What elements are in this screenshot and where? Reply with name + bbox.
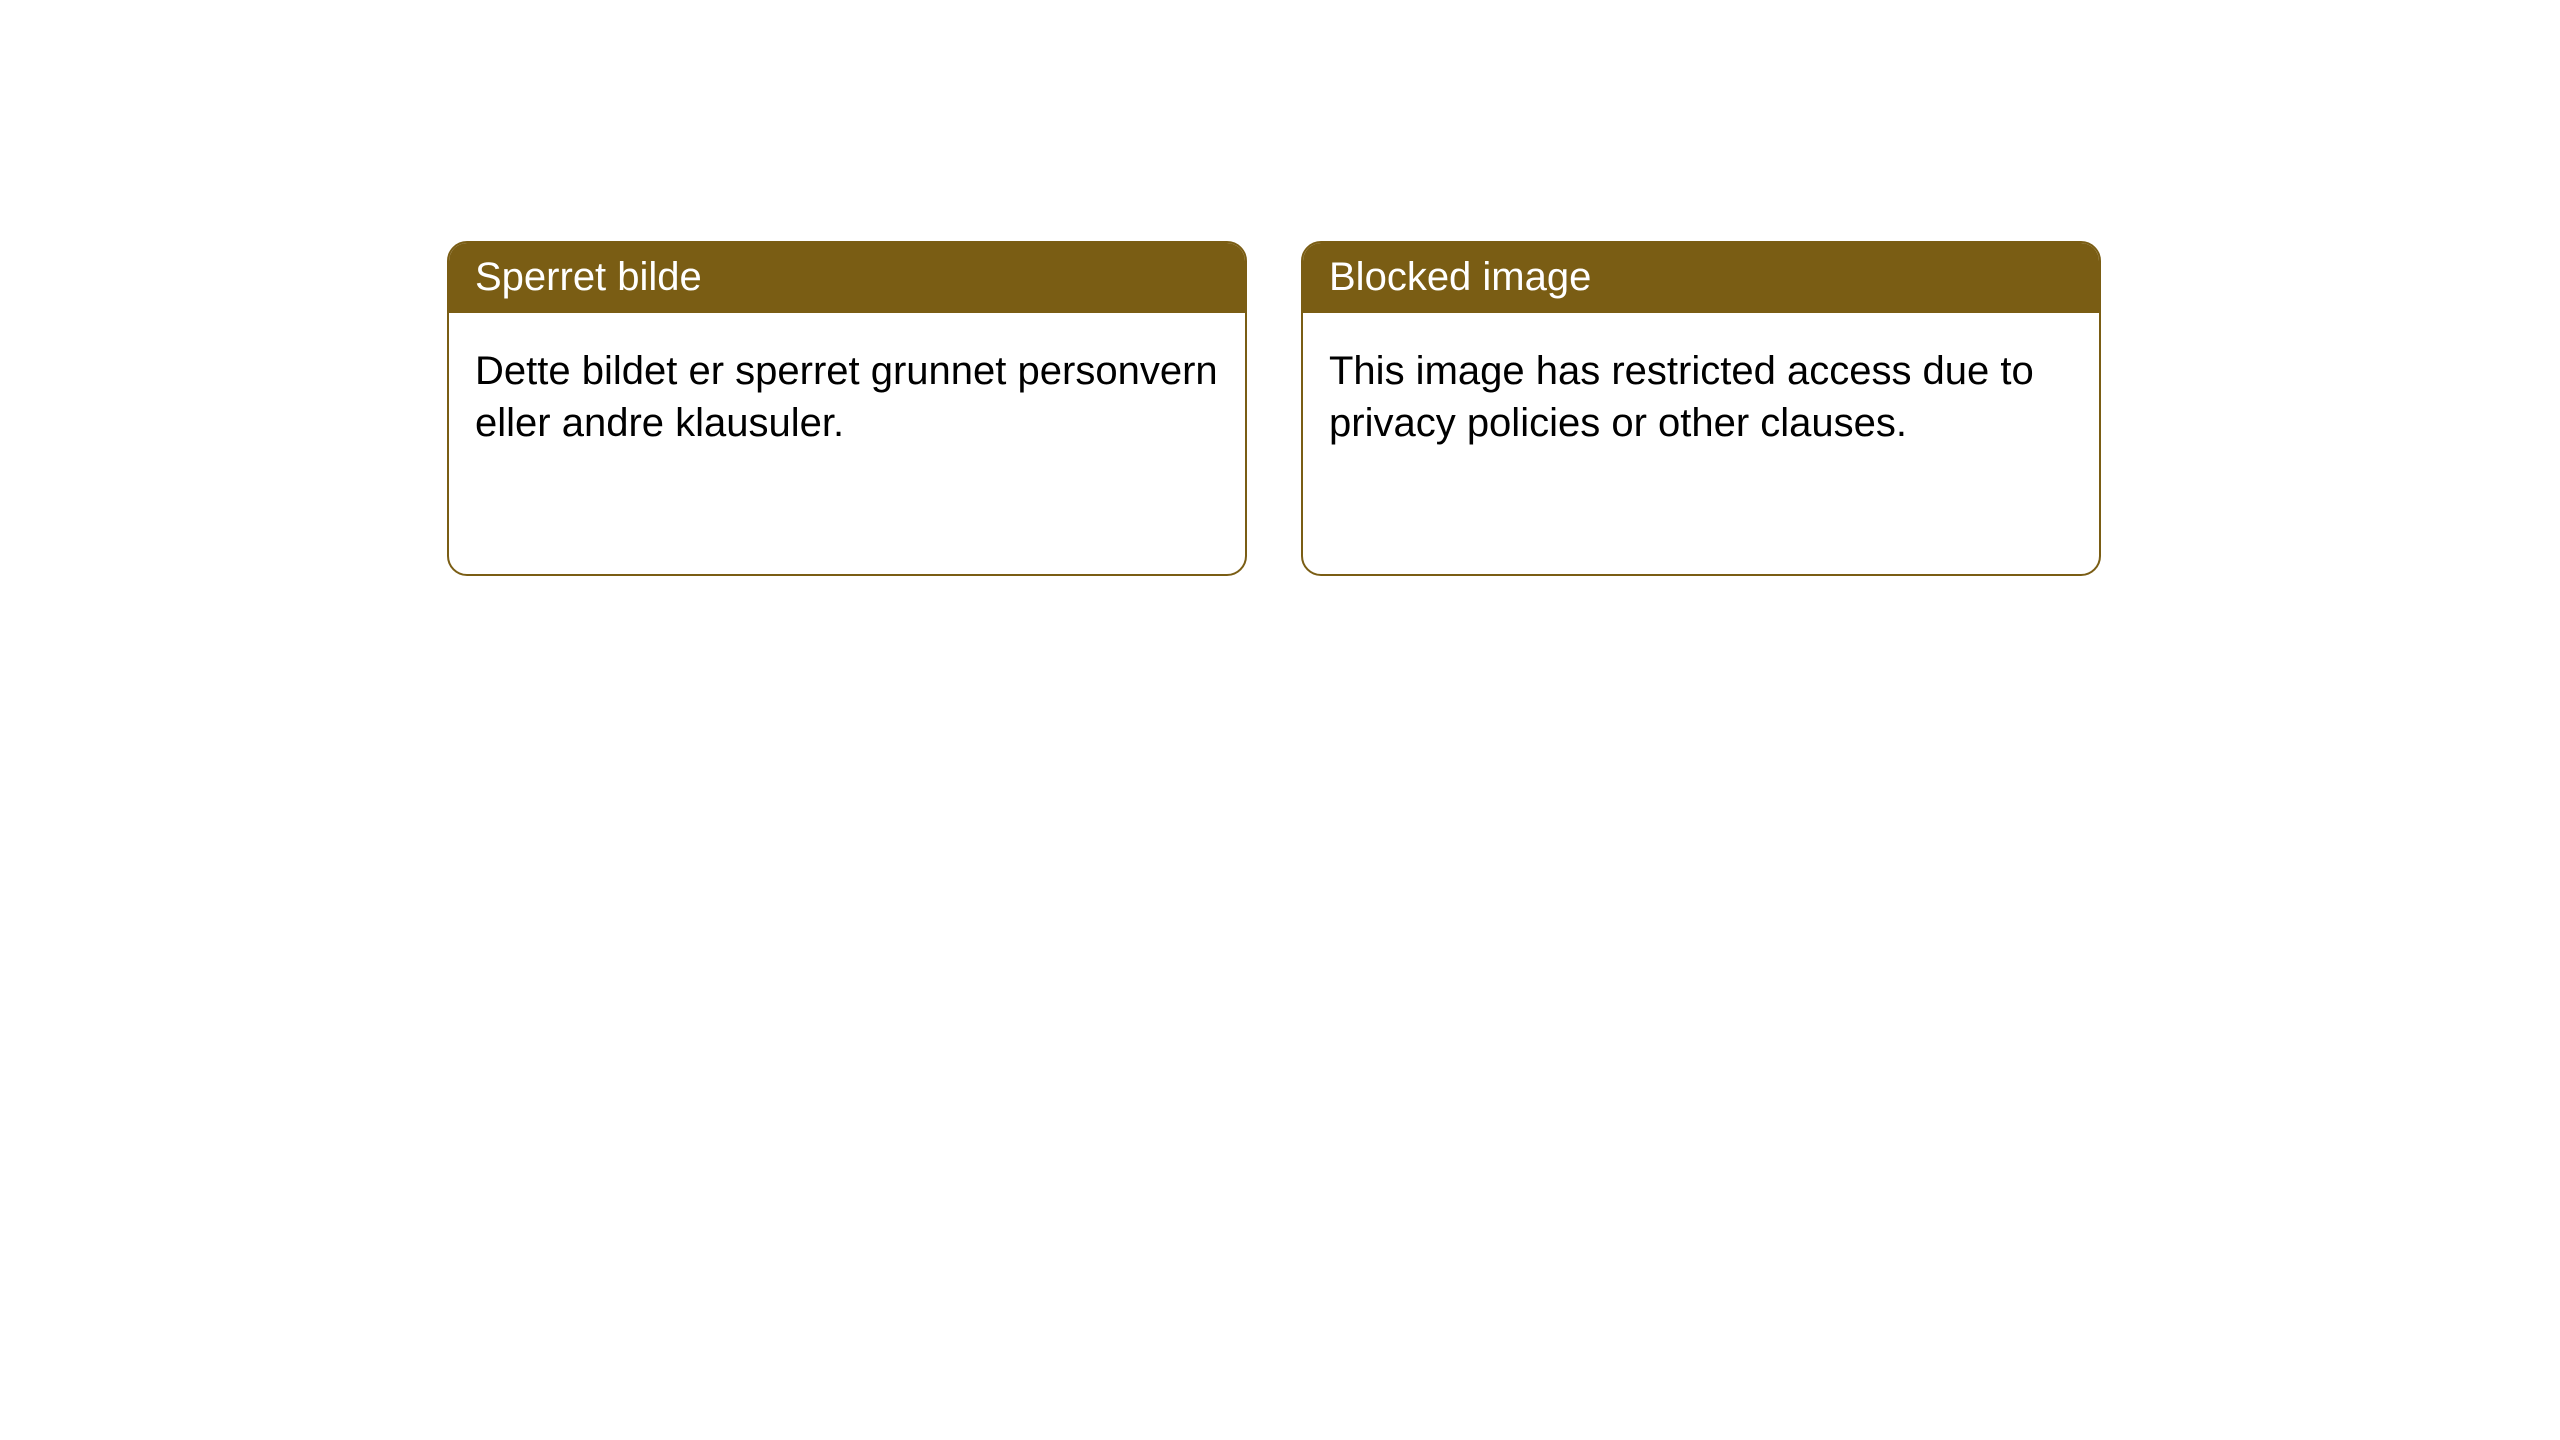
card-title: Sperret bilde [475,255,702,299]
card-header: Sperret bilde [449,243,1245,313]
card-body: Dette bildet er sperret grunnet personve… [449,313,1245,481]
notice-card-english: Blocked image This image has restricted … [1301,241,2101,576]
card-header: Blocked image [1303,243,2099,313]
card-body-text: This image has restricted access due to … [1329,349,2034,445]
notice-card-norwegian: Sperret bilde Dette bildet er sperret gr… [447,241,1247,576]
notice-cards-container: Sperret bilde Dette bildet er sperret gr… [447,241,2101,576]
card-body-text: Dette bildet er sperret grunnet personve… [475,349,1218,445]
card-body: This image has restricted access due to … [1303,313,2099,481]
card-title: Blocked image [1329,255,1591,299]
